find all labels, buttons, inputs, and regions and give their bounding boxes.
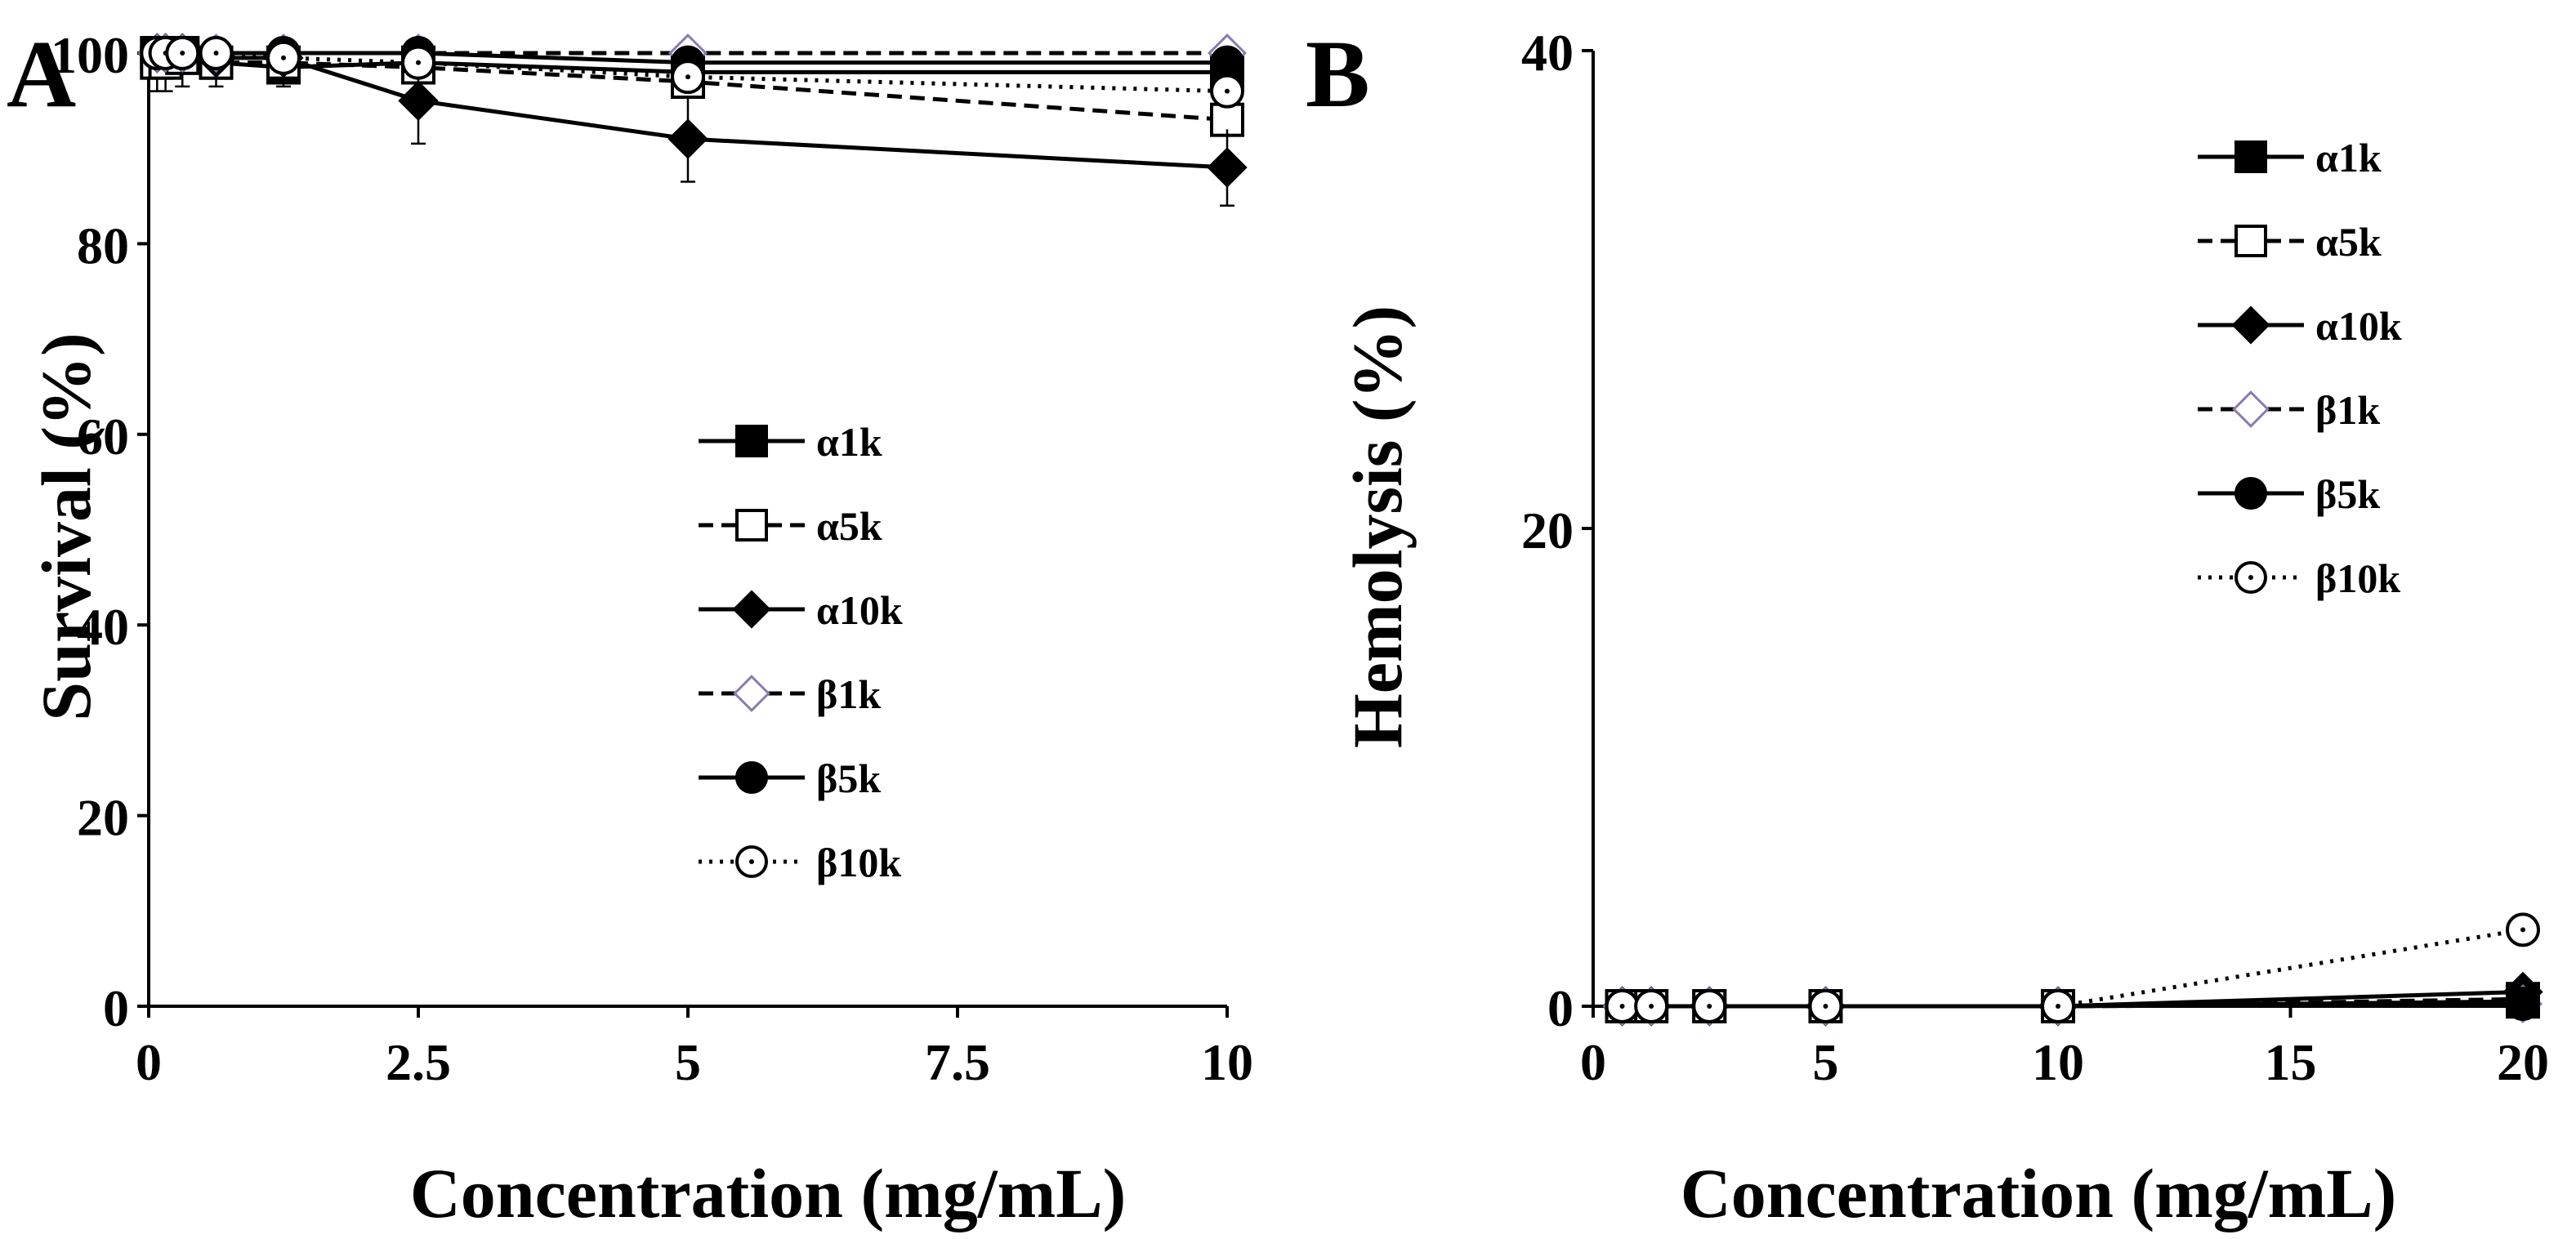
- panel-b-x-tick-label: 5: [1813, 1033, 1839, 1091]
- panel-a-legend-label-alpha5k: α5k: [816, 503, 882, 549]
- panel-a-series-beta10k: [140, 36, 1244, 109]
- panel-a-point-alpha10k: [667, 118, 708, 159]
- panel-b-legend-marker-alpha1k: [2234, 140, 2267, 173]
- panel-b-legend-label-alpha1k: α1k: [2315, 135, 2382, 181]
- panel-b-point-beta5k: [2506, 987, 2540, 1022]
- panel-a-legend-label-alpha1k: α1k: [816, 419, 882, 465]
- panel-b-legend-label-beta5k: β5k: [2315, 471, 2380, 517]
- panel-b-y-title: Hemolysis (%): [1338, 305, 1417, 748]
- panel-b-x-tick-label: 20: [2497, 1033, 2549, 1091]
- panel-b-point-beta10k-center: [1707, 1004, 1712, 1009]
- panel-b-x-tick-label: 10: [2032, 1033, 2084, 1091]
- panel-a-x-title: Concentration (mg/mL): [410, 1154, 1127, 1232]
- panel-b-x-title: Concentration (mg/mL): [1681, 1154, 2397, 1232]
- panel-b-legend-label-beta1k: β1k: [2315, 387, 2380, 433]
- panel-b-point-beta10k-center: [1823, 1004, 1828, 1009]
- panel-b-y-tick-label: 20: [1521, 501, 1574, 559]
- panel-a: 0 20 40 60 80 100 0 2.5 5 7.5 10 α1k α5k α10k β1k β5k β1…: [51, 26, 1253, 1091]
- panel-a-point-beta10k-center: [180, 51, 185, 56]
- panel-a-legend-marker-beta10k-center: [749, 859, 754, 864]
- panel-a-y-tick-label: 40: [77, 598, 129, 656]
- panel-a-legend-label-beta5k: β5k: [816, 755, 881, 801]
- panel-a-point-alpha10k: [398, 80, 439, 122]
- panel-b-point-beta10k-center: [2520, 927, 2525, 933]
- panel-b-legend-label-alpha5k: α5k: [2315, 219, 2382, 265]
- panel-b: 0 20 40 0 5 10 15 20 α1k α5k α10k β1k β5k β10k: [1521, 24, 2549, 1091]
- panel-a-legend-marker-alpha1k: [735, 425, 768, 457]
- panel-a-point-beta10k-center: [685, 74, 690, 80]
- panel-a-y-tick-label: 80: [77, 216, 129, 274]
- panel-a-point-alpha10k: [1207, 147, 1248, 188]
- panel-a-legend-label-beta10k: β10k: [816, 840, 901, 885]
- panel-a-legend-marker-beta1k: [733, 675, 770, 712]
- panel-b-legend-marker-beta5k: [2234, 477, 2267, 510]
- panel-b-series-beta10k: [1605, 912, 2540, 1023]
- panel-b-legend-marker-beta10k-center: [2248, 575, 2253, 580]
- panel-a-y-title: Survival (%): [27, 332, 105, 720]
- panel-a-legend-marker-alpha5k: [735, 509, 768, 542]
- panel-a-legend-label-beta1k: β1k: [816, 671, 881, 717]
- panel-b-point-beta10k-center: [2056, 1004, 2060, 1009]
- panel-b-legend-label-alpha10k: α10k: [2315, 303, 2402, 349]
- panel-a-point-beta10k-center: [213, 51, 219, 56]
- panel-a-x-tick-label: 5: [675, 1033, 701, 1091]
- panel-b-point-beta10k-center: [1619, 1004, 1625, 1009]
- panel-b-legend-marker-beta1k: [2232, 390, 2270, 428]
- panel-a-point-beta10k-center: [416, 60, 421, 65]
- panel-b-y-tick-label: 40: [1521, 24, 1574, 82]
- panel-a-point-beta10k-center: [281, 55, 286, 60]
- panel-a-x-tick-label: 10: [1201, 1033, 1253, 1091]
- panel-a-y-tick-label: 0: [103, 979, 129, 1037]
- panel-a-legend-label-alpha10k: α10k: [816, 587, 903, 633]
- panel-a-point-beta10k-center: [1225, 88, 1230, 94]
- panel-a-x-tick-label: 2.5: [386, 1033, 451, 1091]
- panel-b-x-tick-label: 0: [1580, 1033, 1606, 1091]
- panel-a-x-tick-label: 0: [136, 1033, 162, 1091]
- panel-a-x-tick-label: 7.5: [925, 1033, 990, 1091]
- panel-a-point-beta5k: [1210, 45, 1244, 80]
- panel-b-x-tick-label: 15: [2265, 1033, 2317, 1091]
- panel-b-y-tick-label: 0: [1547, 979, 1574, 1037]
- panel-a-y-tick-label: 20: [77, 789, 129, 847]
- panel-b-legend-marker-alpha10k: [2231, 305, 2270, 345]
- panel-b-letter: B: [1306, 20, 1370, 127]
- panel-a-legend-marker-alpha10k: [732, 590, 771, 629]
- panel-a-y-tick-label: 60: [77, 408, 129, 466]
- panel-b-legend-label-beta10k: β10k: [2315, 555, 2400, 601]
- panel-a-letter: A: [7, 20, 76, 127]
- panel-a-legend-marker-beta5k: [735, 761, 768, 794]
- panel-a-y-tick-label: 100: [51, 26, 129, 84]
- panel-b-legend-marker-alpha5k: [2234, 225, 2267, 257]
- panel-b-point-beta10k-center: [1649, 1004, 1654, 1009]
